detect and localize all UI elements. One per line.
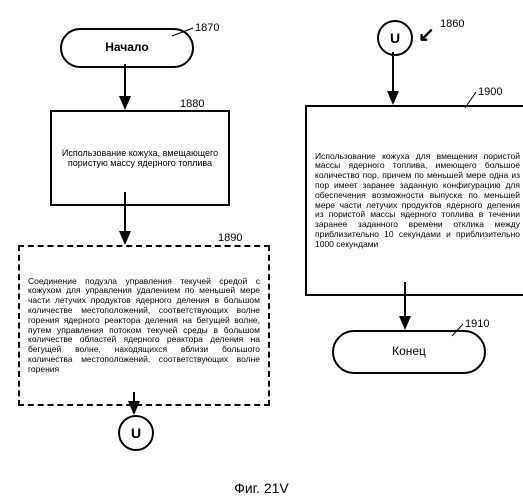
ref-label-1890: 1890 <box>218 232 242 244</box>
connector-u-bottom-label: U <box>131 425 141 441</box>
connector-u-top-label: U <box>390 30 400 46</box>
ref-label-1860: 1860 <box>440 18 464 30</box>
connector-u-top: U <box>377 20 413 56</box>
connector-u-bottom: U <box>118 415 154 451</box>
start-node: Начало <box>60 28 194 68</box>
figure-caption: Фиг. 21V <box>0 480 523 496</box>
start-label: Начало <box>105 41 148 55</box>
ref-label-1900: 1900 <box>478 86 502 98</box>
process-box-1880-text: Использование кожуха, вмещающего пористу… <box>60 148 220 169</box>
process-box-1900-text: Использование кожуха для вмещения порист… <box>315 152 520 250</box>
ref-label-1910: 1910 <box>465 318 489 330</box>
pointer-arrow-1860: ↙ <box>418 22 435 47</box>
process-box-1880: Использование кожуха, вмещающего пористу… <box>50 110 230 206</box>
ref-label-1880: 1880 <box>180 98 204 110</box>
process-box-1900: Использование кожуха для вмещения порист… <box>305 105 523 296</box>
process-box-1890-text: Соединение подузла управления текучей ср… <box>28 277 260 375</box>
end-node: Конец <box>332 330 486 374</box>
end-label: Конец <box>392 345 426 359</box>
process-box-1890: Соединение подузла управления текучей ср… <box>18 245 270 406</box>
ref-label-1870: 1870 <box>195 22 219 34</box>
